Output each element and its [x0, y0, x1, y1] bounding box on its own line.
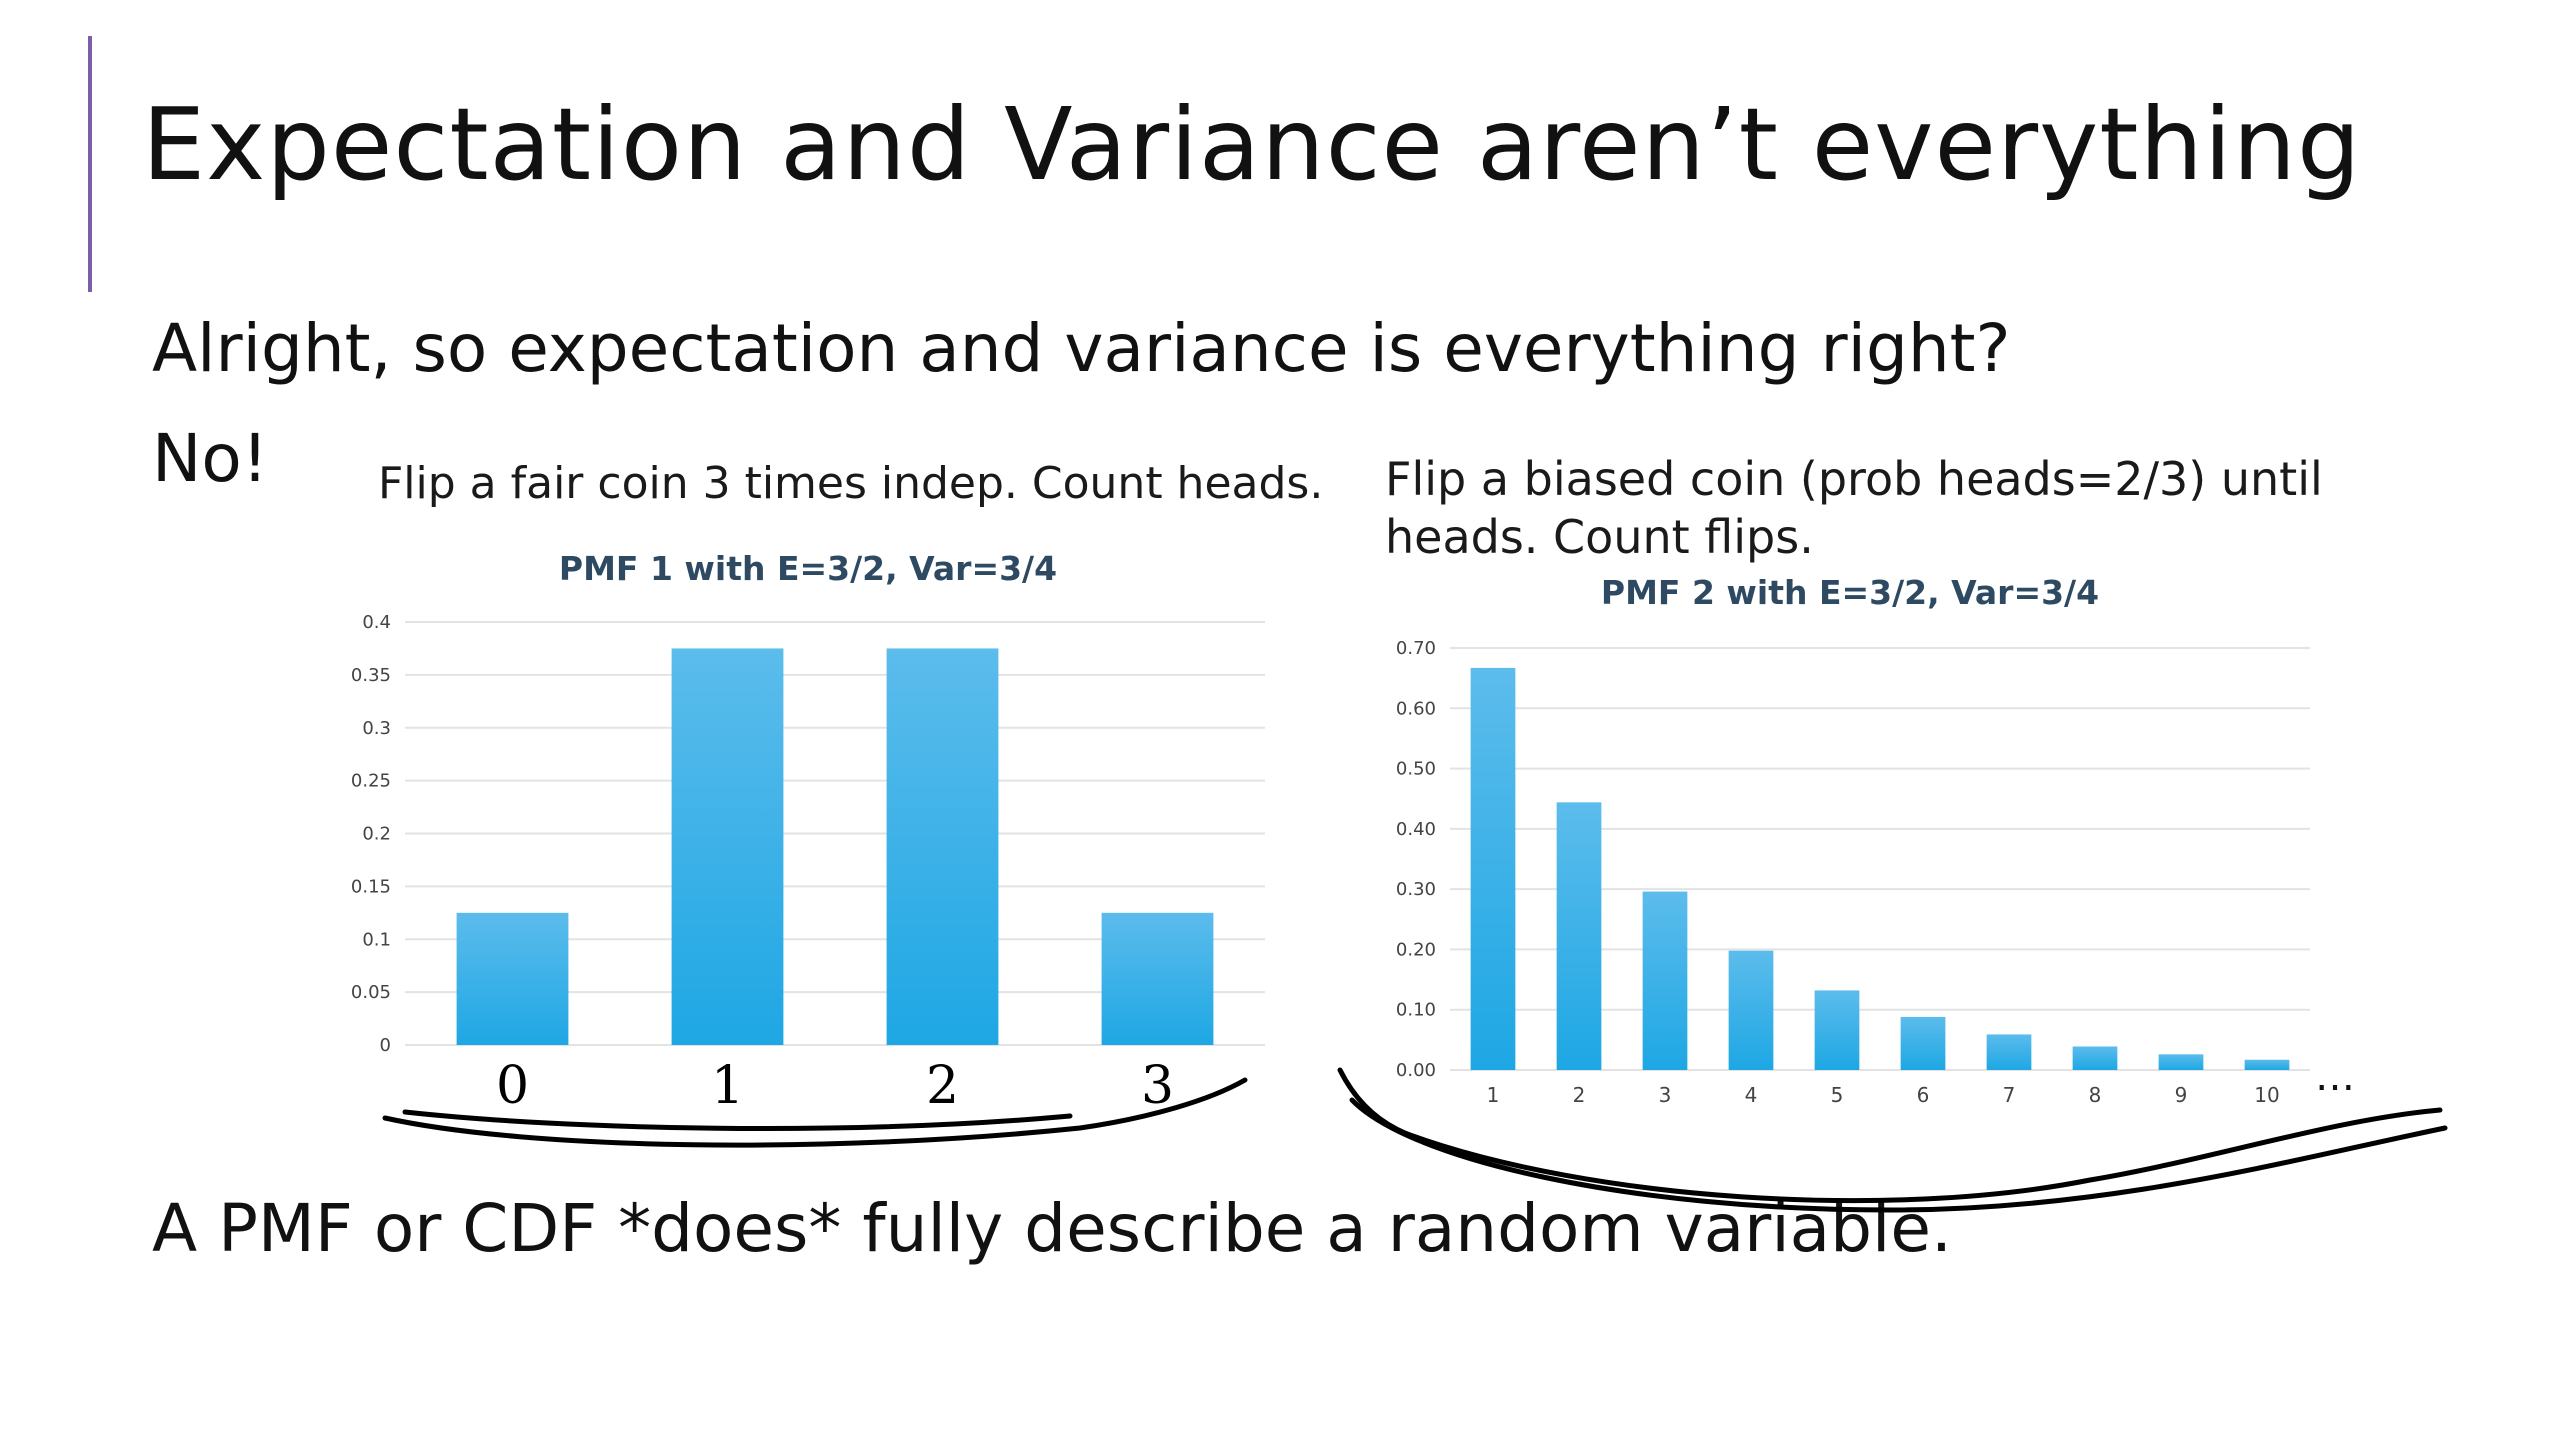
- bar-4: [1728, 950, 1774, 1070]
- x-tick-label: 10: [2254, 1083, 2279, 1107]
- left-underline-stroke-2: [402, 1109, 1073, 1131]
- y-tick-label: 0.4: [362, 612, 391, 633]
- y-tick-label: 0.3: [362, 718, 391, 739]
- bar-2: [886, 648, 999, 1045]
- handwritten-x-label: 0: [496, 1056, 529, 1116]
- bar-6: [1900, 1016, 1946, 1070]
- bar-3: [1642, 891, 1688, 1070]
- y-tick-label: 0.70: [1396, 638, 1436, 659]
- y-tick-label: 0.1: [362, 929, 391, 950]
- conclusion-text: A PMF or CDF *does* fully describe a ran…: [152, 1190, 1952, 1267]
- bar-8: [2072, 1046, 2118, 1070]
- bar-9: [2158, 1054, 2204, 1070]
- handwritten-x-label: 1: [711, 1056, 744, 1116]
- x-tick-label: 7: [2003, 1083, 2016, 1107]
- x-tick-label: 6: [1917, 1083, 1930, 1107]
- handwritten-x-label: 3: [1141, 1056, 1174, 1116]
- y-tick-label: 0.10: [1396, 1000, 1436, 1021]
- x-tick-label: 2: [1573, 1083, 1586, 1107]
- right-chart-caption: Flip a biased coin (prob heads=2/3) unti…: [1385, 452, 2323, 564]
- bar-7: [1986, 1034, 2032, 1070]
- y-tick-label: 0.40: [1396, 819, 1436, 840]
- pmf2-chart: PMF 2 with E=3/2, Var=3/4 0.00 0.10 0.20 0.…: [1337, 573, 2448, 1213]
- answer-text: No!: [152, 420, 269, 497]
- y-tick-label: 0.15: [351, 876, 391, 897]
- y-tick-label: 0.05: [351, 982, 391, 1003]
- x-tick-label: 5: [1831, 1083, 1844, 1107]
- y-tick-label: 0.30: [1396, 879, 1436, 900]
- title-accent-bar: [88, 36, 92, 292]
- x-tick-label: 8: [2089, 1083, 2102, 1107]
- bar-1: [1470, 667, 1516, 1070]
- x-tick-label: 1: [1487, 1083, 1500, 1107]
- y-tick-label: 0.20: [1396, 939, 1436, 960]
- y-tick-label: 0.35: [351, 665, 391, 686]
- bar-0: [456, 912, 569, 1045]
- y-tick-label: 0.00: [1396, 1060, 1436, 1081]
- y-tick-label: 0.60: [1396, 698, 1436, 719]
- continuation-ellipsis: …: [2315, 1054, 2355, 1100]
- x-tick-label: 3: [1659, 1083, 1672, 1107]
- pmf1-chart: PMF 1 with E=3/2, Var=3/4 0 0.05 0.1 0.15 0.…: [351, 549, 1265, 1148]
- bar-2: [1556, 802, 1602, 1070]
- x-tick-label: 4: [1745, 1083, 1758, 1107]
- y-tick-label: 0: [380, 1035, 391, 1056]
- bar-3: [1101, 912, 1214, 1045]
- right-brace-stroke-2: [1349, 1097, 2448, 1213]
- left-chart-caption: Flip a fair coin 3 times indep. Count he…: [378, 458, 1324, 509]
- handwritten-x-label: 2: [926, 1056, 959, 1116]
- x-tick-label: 9: [2175, 1083, 2188, 1107]
- pmf2-chart-title: PMF 2 with E=3/2, Var=3/4: [1601, 573, 2099, 612]
- pmf1-chart-title: PMF 1 with E=3/2, Var=3/4: [559, 549, 1057, 588]
- y-tick-label: 0.25: [351, 771, 391, 792]
- y-tick-label: 0.50: [1396, 759, 1436, 780]
- left-underline-stroke: [382, 1077, 1248, 1148]
- y-tick-label: 0.2: [362, 824, 391, 845]
- bar-1: [671, 648, 784, 1045]
- bar-5: [1814, 990, 1860, 1070]
- bar-10: [2244, 1059, 2290, 1070]
- question-text: Alright, so expectation and variance is …: [152, 310, 2011, 387]
- slide-title: Expectation and Variance aren’t everythi…: [142, 86, 2362, 203]
